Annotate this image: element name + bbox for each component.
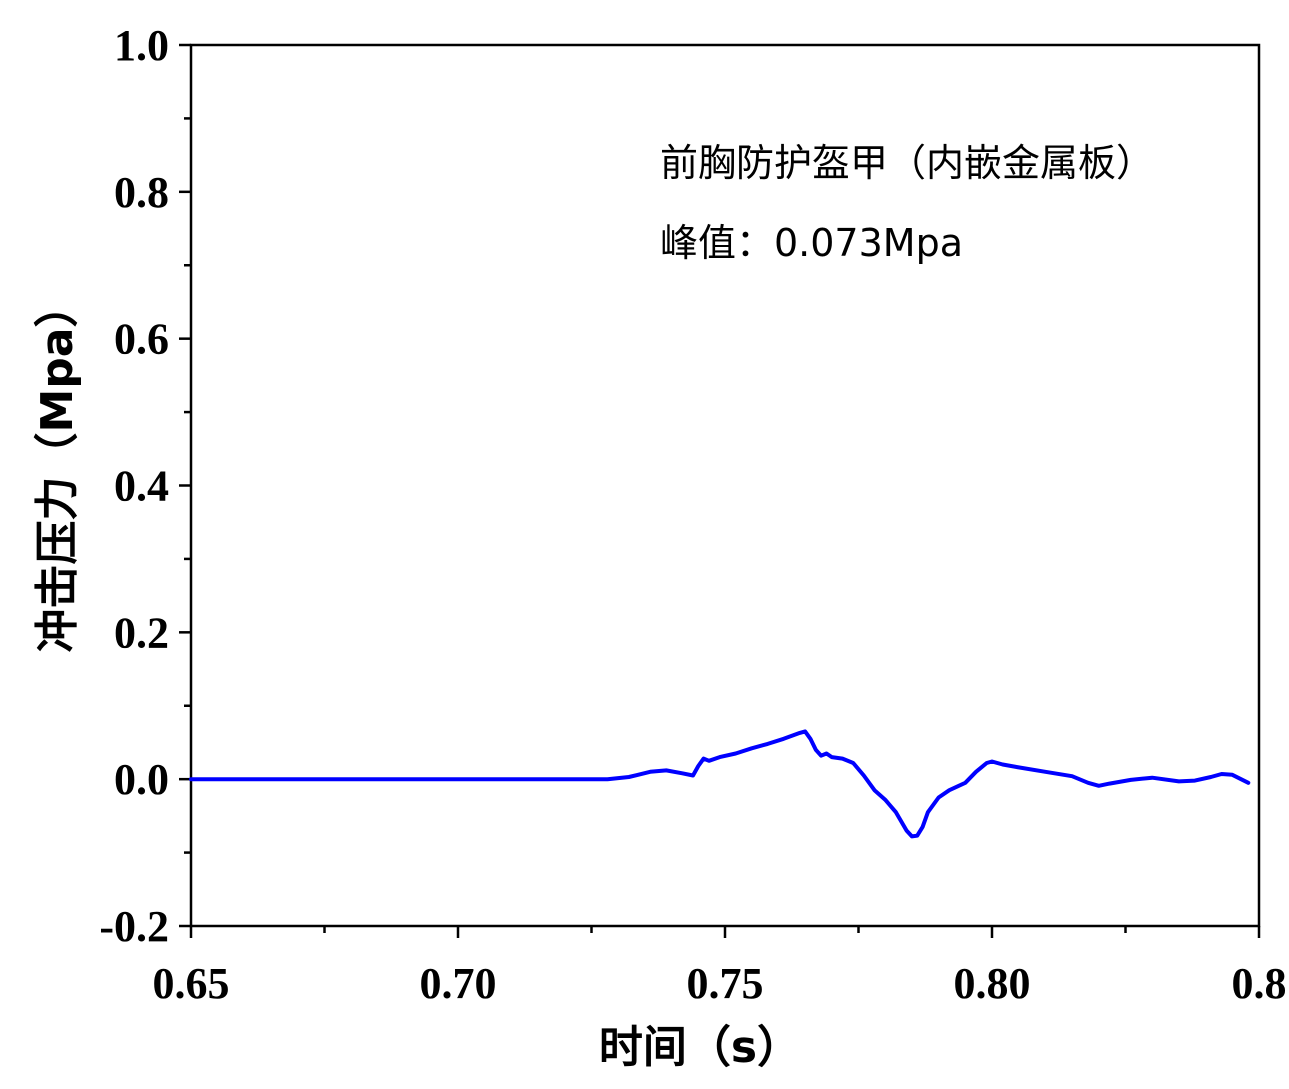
x-tick-label: 0.80: [954, 959, 1031, 1008]
annotation-title: 前胸防护盔甲（内嵌金属板）: [660, 141, 1154, 185]
annotation-peak: 峰值：0.073Mpa: [660, 221, 963, 265]
x-tick-label: 0.65: [153, 959, 230, 1008]
y-tick-label: 0.8: [114, 168, 169, 217]
y-tick-label: 0.0: [114, 755, 169, 804]
x-axis-title: 时间（s）: [599, 1022, 801, 1073]
y-axis-title: 冲击压力（Mpa）: [32, 284, 83, 653]
y-tick-label: 0.4: [114, 462, 169, 511]
x-tick-label: 0.8: [1232, 959, 1287, 1008]
x-tick-label: 0.70: [420, 959, 497, 1008]
y-tick-label: 0.6: [114, 315, 169, 364]
y-axis-ticks: -0.2 0.0 0.2 0.4 0.6 0.8 1.0: [99, 21, 191, 951]
x-tick-label: 0.75: [687, 959, 764, 1008]
y-tick-label: 0.2: [114, 608, 169, 657]
series-line: [189, 729, 1251, 839]
x-axis-ticks: 0.65 0.70 0.75 0.80 0.8: [153, 926, 1287, 1008]
y-tick-label: -0.2: [99, 902, 169, 951]
y-tick-label: 1.0: [114, 21, 169, 70]
